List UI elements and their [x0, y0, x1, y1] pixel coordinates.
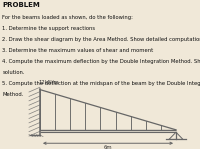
Text: 4. Compute the maximum deflection by the Double Integration Method. Show: 4. Compute the maximum deflection by the…	[2, 59, 200, 64]
Text: For the beams loaded as shown, do the following:: For the beams loaded as shown, do the fo…	[2, 15, 133, 20]
Text: 6m: 6m	[104, 145, 112, 149]
Text: 5. Compute the deflection at the midspan of the beam by the Double Integration: 5. Compute the deflection at the midspan…	[2, 81, 200, 86]
Text: 2. Draw the shear diagram by the Area Method. Show detailed computation.: 2. Draw the shear diagram by the Area Me…	[2, 37, 200, 42]
Text: Method.: Method.	[2, 92, 24, 97]
Text: solution.: solution.	[2, 70, 25, 75]
Text: 12kN/m: 12kN/m	[38, 79, 59, 84]
Text: PROBLEM: PROBLEM	[2, 2, 40, 8]
Text: 3. Determine the maximum values of shear and moment: 3. Determine the maximum values of shear…	[2, 48, 154, 53]
Text: 1. Determine the support reactions: 1. Determine the support reactions	[2, 26, 96, 31]
